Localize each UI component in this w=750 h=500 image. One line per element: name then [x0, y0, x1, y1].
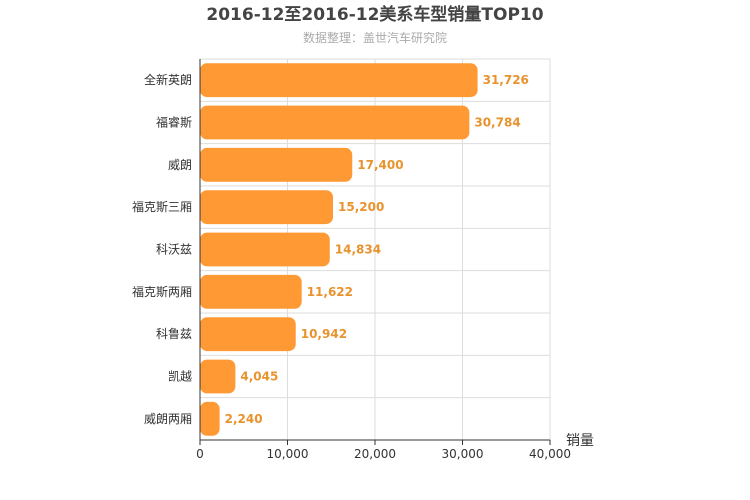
x-tick-label: 30,000 [442, 447, 484, 461]
bar [200, 359, 236, 394]
bar-value-label: 31,726 [483, 73, 529, 87]
bar-value-label: 30,784 [474, 116, 520, 130]
bar-value-label: 10,942 [301, 327, 347, 341]
grid-lines [199, 58, 551, 441]
category-label: 全新英朗 [144, 72, 192, 87]
bar-value-label: 15,200 [338, 200, 384, 214]
x-tick-label: 10,000 [267, 447, 309, 461]
bar [200, 274, 302, 309]
x-tick-label: 20,000 [354, 447, 396, 461]
bar [200, 232, 330, 267]
bar-value-label: 4,045 [240, 370, 278, 384]
x-tick-label: 0 [196, 447, 204, 461]
bar-value-label: 17,400 [357, 158, 403, 172]
bar [200, 147, 353, 182]
category-label: 科鲁兹 [156, 327, 192, 341]
bar [200, 190, 333, 225]
bar [200, 317, 296, 352]
bar-value-label: 14,834 [335, 243, 381, 257]
x-tick-label: 40,000 [529, 447, 571, 461]
bar-value-label: 2,240 [225, 412, 263, 426]
category-label: 凯越 [168, 370, 192, 384]
category-label: 福克斯两厢 [132, 284, 192, 299]
category-label: 科沃兹 [156, 243, 192, 257]
bars: 31,726 30,784 17,400 15,200 14,834 11,622 10,9… [200, 63, 529, 436]
x-axis-title: 销量 [566, 433, 594, 449]
chart-title: 2016-12至2016-12美系车型销量TOP10 [206, 4, 543, 25]
bar-value-label: 11,622 [307, 285, 353, 299]
category-label: 威朗两厢 [144, 412, 192, 426]
category-label: 福克斯三厢 [132, 199, 192, 214]
category-label: 福睿斯 [156, 115, 192, 130]
chart-subtitle: 数据整理：盖世汽车研究院 [303, 30, 447, 45]
bar [200, 63, 478, 98]
bar [200, 105, 470, 140]
category-label: 威朗 [168, 158, 192, 172]
bar [200, 401, 220, 436]
